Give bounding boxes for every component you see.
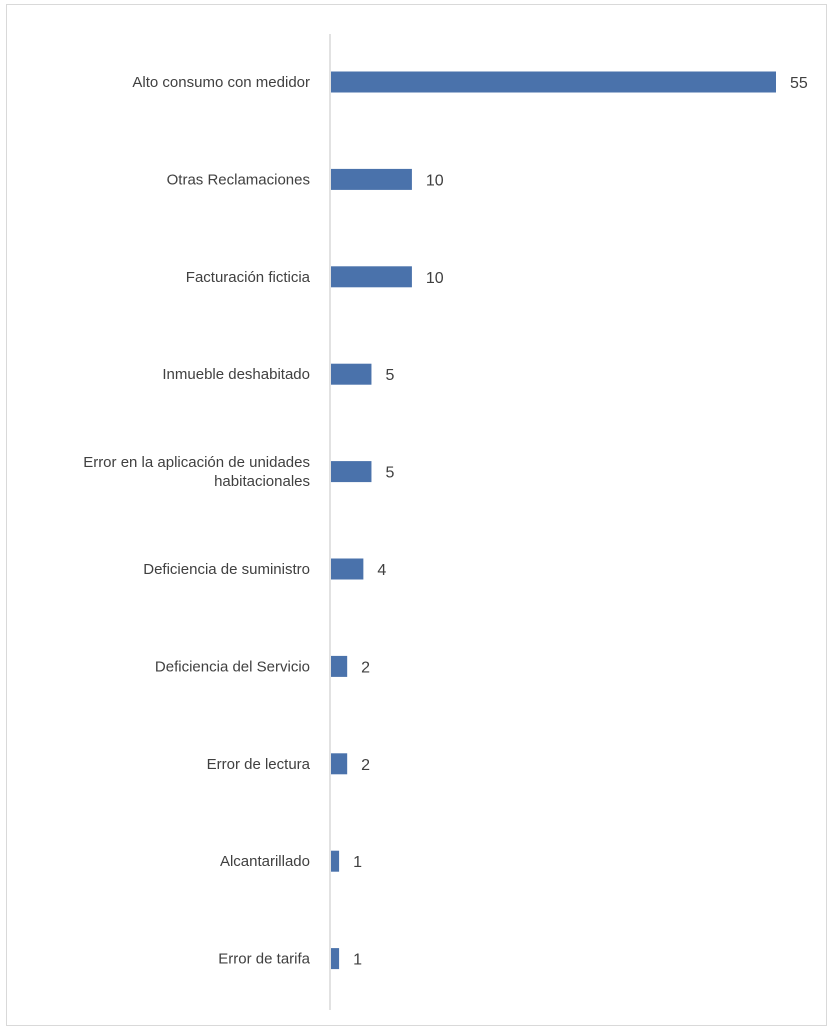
data-label-9: 1 <box>353 854 362 871</box>
bar-10 <box>331 948 340 970</box>
category-label-2: Otras Reclamaciones <box>167 171 310 188</box>
data-label-1: 55 <box>790 75 808 92</box>
bar-6 <box>331 558 364 580</box>
bar-3 <box>331 266 412 288</box>
data-label-6: 4 <box>377 562 386 579</box>
data-label-2: 10 <box>426 172 444 189</box>
category-label-9: Alcantarillado <box>220 853 310 870</box>
bar-8 <box>331 753 348 775</box>
bar-2 <box>331 168 412 190</box>
category-label-10: Error de tarifa <box>218 951 310 968</box>
data-label-5: 5 <box>385 465 394 482</box>
bar-1 <box>331 71 776 93</box>
category-label-4: Inmueble deshabitado <box>162 366 310 383</box>
category-label-7: Deficiencia del Servicio <box>155 658 310 675</box>
bar-7 <box>331 655 348 677</box>
category-label-6: Deficiencia de suministro <box>143 561 310 578</box>
data-label-4: 5 <box>385 367 394 384</box>
bar-9 <box>331 850 340 872</box>
chart-frame <box>6 4 827 1026</box>
data-label-10: 1 <box>353 952 362 969</box>
category-label-8: Error de lectura <box>207 756 311 773</box>
category-label-3: Facturación ficticia <box>186 269 311 286</box>
bar-4 <box>331 363 372 385</box>
data-label-7: 2 <box>361 659 370 676</box>
bar-5 <box>331 461 372 483</box>
category-label-1: Alto consumo con medidor <box>132 74 310 91</box>
category-label-5: Error en la aplicación de unidades habita… <box>83 454 310 490</box>
data-label-3: 10 <box>426 270 444 287</box>
data-label-8: 2 <box>361 757 370 774</box>
